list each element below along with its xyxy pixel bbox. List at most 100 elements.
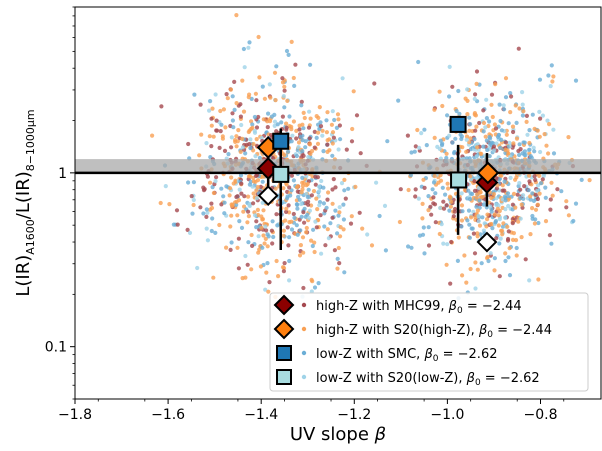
scatter-point (487, 154, 492, 159)
scatter-point (520, 90, 525, 95)
legend-box (269, 292, 589, 392)
scatter-point (343, 196, 348, 201)
scatter-point (517, 106, 522, 111)
scatter-point (229, 213, 234, 218)
scatter-point (494, 196, 499, 201)
scatter-point (527, 179, 532, 184)
scatter-point (192, 92, 197, 97)
scatter-point (579, 177, 584, 182)
x-tick-label: −1.4 (244, 407, 278, 423)
scatter-point (503, 147, 508, 152)
scatter-point (489, 92, 495, 97)
scatter-point (240, 136, 245, 141)
scatter-point (508, 110, 513, 115)
scatter-point (248, 137, 253, 142)
scatter-point (500, 188, 505, 193)
reference-band (75, 159, 601, 173)
scatter-point (533, 192, 538, 197)
scatter-point (175, 222, 180, 227)
scatter-point (342, 188, 347, 193)
scatter-point (405, 133, 410, 138)
scatter-point (238, 173, 244, 178)
scatter-point (285, 98, 290, 103)
scatter-point (358, 151, 363, 156)
scatter-point (466, 208, 472, 213)
scatter-point (297, 127, 302, 132)
scatter-point (254, 98, 259, 103)
scatter-point (312, 240, 317, 245)
scatter-point (298, 134, 303, 139)
scatter-point (517, 152, 522, 158)
scatter-point (525, 132, 530, 137)
scatter-point (510, 124, 516, 129)
scatter-point (252, 130, 258, 135)
scatter-point (270, 241, 275, 246)
scatter-point (171, 222, 176, 227)
legend-marker (276, 369, 292, 385)
scatter-point (263, 224, 268, 229)
scatter-point (456, 235, 461, 240)
scatter-point (255, 185, 260, 190)
scatter-point (507, 246, 512, 251)
scatter-point (481, 202, 486, 207)
scatter-point (198, 205, 203, 210)
scatter-point (473, 128, 478, 133)
scatter-point (220, 134, 225, 139)
scatter-point (346, 186, 351, 191)
legend-dot (301, 374, 307, 380)
scatter-point (459, 218, 465, 223)
scatter-point (587, 178, 592, 183)
scatter-point (273, 186, 278, 191)
scatter-point (529, 155, 534, 160)
scatter-point (480, 215, 485, 220)
scatter-point (551, 127, 556, 132)
scatter-point (468, 122, 473, 127)
scatter-point (517, 142, 522, 147)
scatter-point (281, 269, 286, 274)
scatter-point (426, 208, 431, 213)
scatter-point (310, 243, 315, 249)
scatter-point (273, 98, 278, 103)
scatter-point (426, 225, 431, 230)
scatter-point (498, 236, 503, 241)
x-tick-label: −1.2 (337, 407, 371, 423)
scatter-point (317, 184, 322, 189)
scatter-point (493, 219, 498, 224)
scatter-point (481, 129, 486, 134)
scatter-point (326, 236, 331, 241)
scatter-point (325, 142, 330, 147)
scatter-point (450, 84, 455, 89)
scatter-point (472, 96, 477, 102)
scatter-point (430, 187, 435, 192)
scatter-point (431, 180, 437, 185)
scatter-point (291, 119, 296, 124)
scatter-point (236, 198, 242, 203)
scatter-point (284, 125, 289, 130)
scatter-point (494, 202, 499, 207)
scatter-point (286, 149, 291, 154)
scatter-point (341, 227, 346, 232)
scatter-point (223, 125, 228, 130)
scatter-point (465, 218, 470, 223)
scatter-point (549, 180, 554, 185)
scatter-point (307, 136, 312, 141)
scatter-point (339, 181, 345, 186)
scatter-point (524, 119, 529, 124)
scatter-point (496, 213, 501, 218)
scatter-point (475, 234, 480, 239)
scatter-point (445, 242, 450, 247)
scatter-point (462, 188, 468, 193)
scatter-point (207, 134, 212, 139)
scatter-point (221, 194, 226, 199)
scatter-point (468, 174, 473, 179)
scatter-point (268, 133, 274, 138)
scatter-point (230, 202, 235, 207)
scatter-point (306, 215, 312, 221)
scatter-point (190, 211, 195, 216)
scatter-point (488, 204, 493, 209)
scatter-point (189, 194, 194, 199)
scatter-point (530, 112, 535, 117)
scatter-point (309, 149, 315, 154)
scatter-point (485, 147, 490, 153)
scatter-point (515, 192, 520, 197)
